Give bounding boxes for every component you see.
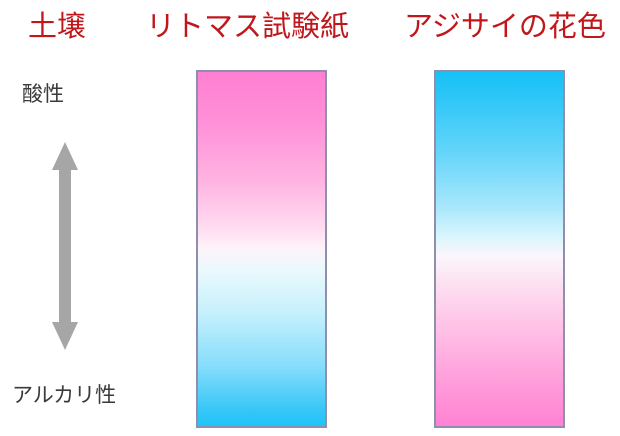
heading-litmus-paper: リトマス試験紙 bbox=[146, 9, 350, 43]
hydrangea-color-gradient-bar bbox=[434, 70, 565, 428]
heading-soil: 土壌 bbox=[28, 9, 87, 43]
axis-label-acidic: 酸性 bbox=[22, 82, 64, 106]
axis-label-alkaline: アルカリ性 bbox=[12, 383, 117, 407]
litmus-paper-gradient-bar bbox=[196, 70, 327, 428]
heading-hydrangea-flower-color: アジサイの花色 bbox=[404, 9, 606, 43]
double-headed-vertical-arrow-icon bbox=[44, 140, 86, 352]
